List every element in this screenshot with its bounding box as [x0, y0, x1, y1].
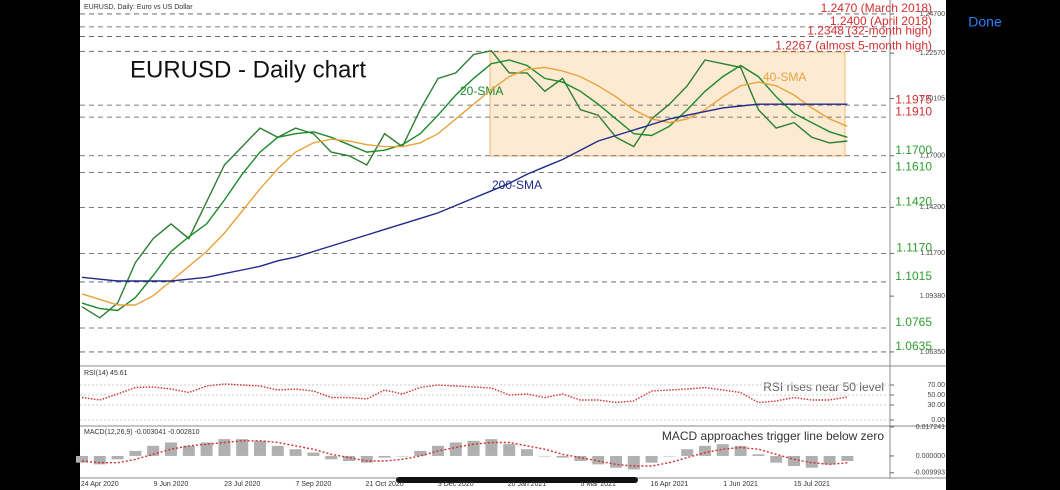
bar [592, 455, 605, 465]
bar [538, 455, 551, 457]
bar [716, 444, 729, 456]
annotation: RSI rises near 50 level [763, 380, 884, 394]
series-label: 200-SMA [492, 178, 542, 192]
bar [556, 455, 569, 458]
bar [574, 455, 587, 461]
bar [805, 455, 818, 468]
y-tick-label: 0.000000 [916, 453, 945, 460]
bar [289, 449, 302, 456]
level-label: 1.2470 (March 2018) [821, 1, 932, 15]
annotation: MACD approaches trigger line below zero [662, 429, 884, 443]
line-series [81, 103, 848, 282]
level-label: 1.1420 [895, 195, 932, 209]
y-tick-label: 1.09380 [920, 293, 945, 300]
bar [752, 454, 765, 456]
bar [681, 449, 694, 456]
panel-title: RSI(14) 45.61 [84, 370, 128, 377]
y-tick-label: 1.14200 [920, 204, 945, 211]
bar [307, 452, 320, 456]
bar [343, 455, 355, 461]
bar [93, 455, 106, 465]
level-label: 1.0765 [895, 315, 932, 329]
bar [770, 455, 783, 463]
x-tick-label: 5 Mar 2021 [580, 481, 616, 488]
level-label: 1.1610 [895, 160, 932, 174]
x-tick-label: 7 Sep 2020 [295, 481, 331, 488]
bar [111, 455, 124, 460]
bar [254, 440, 266, 456]
x-tick-label: 24 Apr 2020 [81, 481, 119, 488]
chart-header: EURUSD, Daily: Euro vs US Dollar [84, 4, 193, 11]
bar [76, 455, 88, 463]
bar [414, 450, 427, 456]
bar [360, 455, 373, 463]
x-tick-label: 16 Apr 2021 [651, 481, 689, 488]
level-label: 1.2400 (April 2018) [830, 14, 932, 28]
y-tick-label: 1.11700 [920, 250, 945, 257]
bar [378, 455, 391, 458]
x-tick-label: 23 Jul 2020 [224, 481, 260, 488]
bar [129, 450, 142, 456]
bar [236, 439, 249, 456]
y-tick-label: 0.017241 [916, 424, 945, 431]
bar [147, 445, 160, 456]
y-tick-label: 50.00 [927, 392, 945, 399]
bar [449, 442, 462, 456]
bar [699, 445, 711, 456]
y-tick-label: 30.00 [927, 402, 945, 409]
y-tick-label: 1.20105 [920, 95, 945, 102]
y-tick-label: 0.00 [931, 417, 945, 424]
bar [271, 445, 284, 456]
series-label: 40-SMA [763, 70, 806, 84]
bar [663, 455, 676, 457]
bar [467, 440, 480, 456]
y-tick-label: -0.009993 [913, 470, 945, 477]
bar [788, 455, 800, 467]
x-tick-label: 1 Jun 2021 [723, 481, 758, 488]
bar [627, 455, 640, 470]
bar [610, 455, 622, 468]
line-series [81, 50, 848, 319]
bar [200, 442, 213, 456]
bar [841, 455, 854, 461]
signal-line [81, 440, 848, 467]
y-tick-label: 1.06350 [920, 349, 945, 356]
line-series [81, 66, 848, 306]
y-tick-label: 1.17000 [920, 153, 945, 160]
level-label: 1.2267 (almost 5-month high) [775, 39, 932, 53]
x-tick-label: 15 Jul 2021 [794, 481, 830, 488]
bar [503, 444, 516, 456]
series-label: 20-SMA [460, 84, 503, 98]
done-button[interactable]: Done [968, 14, 1002, 30]
x-tick-label: 20 Jan 2021 [508, 481, 547, 488]
y-tick-label: 1.22570 [920, 50, 945, 57]
bar [645, 455, 658, 463]
bar [165, 442, 177, 456]
bar [325, 455, 338, 460]
level-label: 1.1170 [896, 241, 932, 255]
level-label: 1.0635 [895, 339, 932, 353]
level-label: 1.2348 (32-month high) [807, 24, 932, 38]
line-series [81, 59, 848, 312]
y-tick-label: 1.24700 [920, 11, 945, 18]
panel-title: MACD(12,26,9) -0.003041 -0.002810 [84, 429, 200, 436]
scrollbar [396, 477, 638, 483]
level-label: 1.1700 [895, 143, 932, 157]
x-tick-label: 3 Dec 2020 [438, 481, 474, 488]
y-tick-label: 70.00 [927, 382, 945, 389]
level-label: 1.1910 [895, 104, 932, 118]
level-label: 1.1015 [895, 269, 932, 283]
chart-title: EURUSD - Daily chart [130, 56, 366, 83]
x-tick-label: 9 Jun 2020 [154, 481, 189, 488]
bar [823, 455, 836, 465]
bar [521, 449, 533, 456]
bar [734, 445, 747, 456]
bar [182, 445, 195, 456]
bar [396, 455, 409, 457]
x-tick-label: 21 Oct 2020 [366, 481, 404, 488]
level-label: 1.1975 [895, 92, 932, 106]
bar [485, 439, 498, 456]
